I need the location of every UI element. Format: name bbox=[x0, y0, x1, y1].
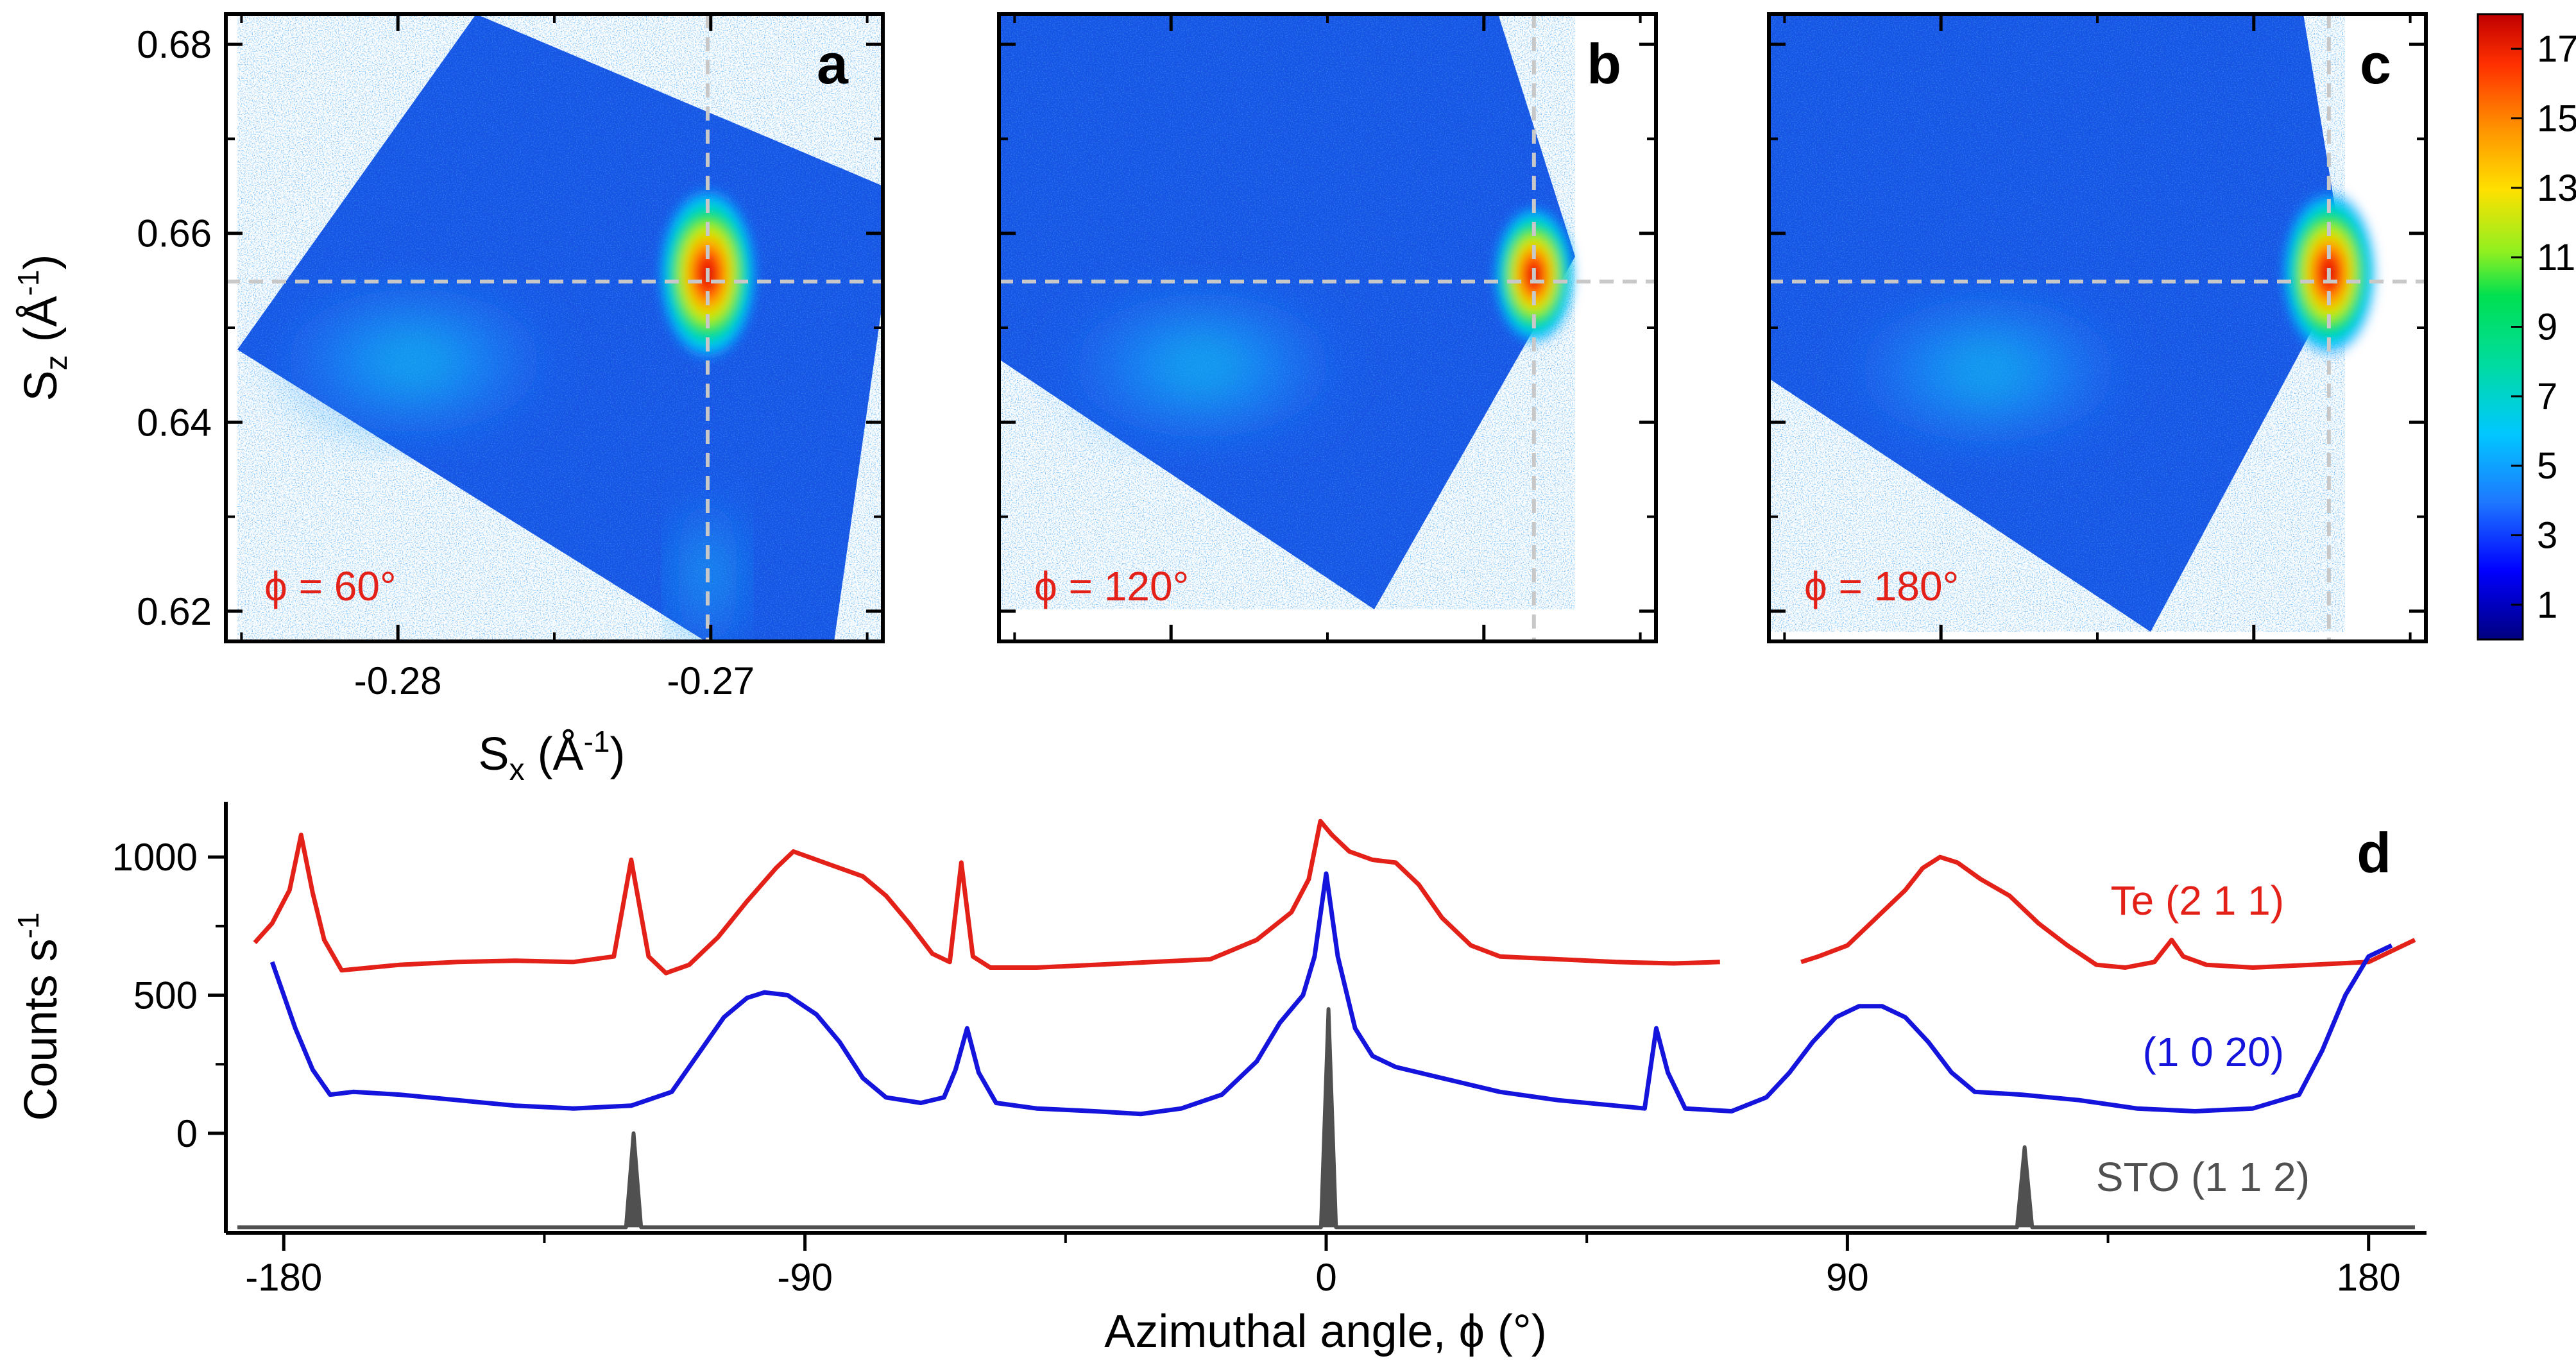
x-axis-title-d: Azimuthal angle, ϕ (°) bbox=[1104, 1306, 1546, 1357]
colorbar-tick-label: 17 bbox=[2537, 28, 2576, 70]
ytick-label: 0.68 bbox=[137, 23, 212, 66]
panel-letter-a: a bbox=[817, 32, 849, 96]
colorbar-tick-label: 13 bbox=[2537, 167, 2576, 209]
ytick-label: 500 bbox=[133, 974, 198, 1017]
panel-a: a ϕ = 60° 0.62 0.64 0.66 0.68 -0.28 -0.27 Sz… bbox=[12, 12, 885, 787]
panel-letter-d: d bbox=[2357, 821, 2391, 885]
ytick-label: 0 bbox=[176, 1112, 198, 1155]
xtick-label: -90 bbox=[777, 1256, 833, 1299]
xtick-labels-a: -0.28 -0.27 bbox=[354, 659, 755, 702]
panel-letter-c: c bbox=[2360, 32, 2391, 96]
ytick-labels-d: 0 500 1000 bbox=[112, 836, 198, 1155]
ticks-a bbox=[226, 14, 883, 641]
ytick-labels-a: 0.62 0.64 0.66 0.68 bbox=[137, 23, 212, 633]
series-line-sto-112 bbox=[237, 1007, 2415, 1230]
xtick-label: -0.28 bbox=[354, 659, 442, 702]
phi-label-a: ϕ = 60° bbox=[264, 563, 397, 609]
series-label-1-0-20: (1 0 20) bbox=[2142, 1029, 2284, 1075]
colorbar-tick-label: 5 bbox=[2537, 445, 2557, 487]
streak-a bbox=[669, 483, 746, 641]
diffuse-spot-c bbox=[1840, 287, 2136, 454]
colorbar-tick-label: 15 bbox=[2537, 98, 2576, 140]
xtick-label: 180 bbox=[2337, 1256, 2401, 1299]
diffuse-spot-b bbox=[1054, 282, 1350, 449]
colorbar-tick-label: 11 bbox=[2537, 237, 2575, 278]
ytick-label: 0.62 bbox=[137, 590, 212, 633]
heatmap-noise-a bbox=[237, 14, 883, 641]
ticks-b bbox=[999, 14, 1656, 641]
y-axis-title-d: Counts s-1 bbox=[12, 912, 67, 1121]
panel-d: d Te (2 1 1) (1 0 20) STO (1 1 2) -180 -9… bbox=[12, 802, 2427, 1357]
x-axis-title-a: Sx (Å-1) bbox=[479, 725, 626, 787]
panel-letter-b: b bbox=[1587, 32, 1621, 96]
colorbar-tick-label: 7 bbox=[2537, 376, 2557, 418]
series-line-te-211 bbox=[253, 818, 2416, 976]
series-label-te-211: Te (2 1 1) bbox=[2111, 877, 2284, 924]
xtick-labels-d: -180 -90 0 90 180 bbox=[245, 1256, 2401, 1299]
panel-b: b ϕ = 120° bbox=[997, 12, 1658, 643]
axes-d bbox=[208, 802, 2427, 1251]
ytick-label: 0.64 bbox=[137, 401, 212, 444]
series-label-sto-112: STO (1 1 2) bbox=[2096, 1154, 2310, 1200]
colorbar-tick-label: 9 bbox=[2537, 307, 2557, 348]
xtick-label: 90 bbox=[1826, 1256, 1869, 1299]
xtick-label: -0.27 bbox=[667, 659, 755, 702]
ytick-label: 0.66 bbox=[137, 212, 212, 255]
diffuse-spot-a bbox=[266, 277, 561, 444]
heatmap-noise-a2 bbox=[237, 14, 883, 641]
panel-c: c ϕ = 180° bbox=[1767, 12, 2428, 643]
phi-label-b: ϕ = 120° bbox=[1034, 563, 1189, 609]
series-line-1-0-20 bbox=[269, 871, 2393, 1117]
ticks-c bbox=[1769, 14, 2426, 641]
phi-label-c: ϕ = 180° bbox=[1804, 563, 1959, 609]
colorbar-tick-label: 1 bbox=[2537, 584, 2557, 626]
xtick-label: -180 bbox=[245, 1256, 322, 1299]
xtick-label: 0 bbox=[1315, 1256, 1336, 1299]
y-axis-title-a: Sz (Å-1) bbox=[12, 255, 74, 402]
ytick-label: 1000 bbox=[112, 836, 198, 879]
colorbar-tick-label: 3 bbox=[2537, 515, 2557, 557]
